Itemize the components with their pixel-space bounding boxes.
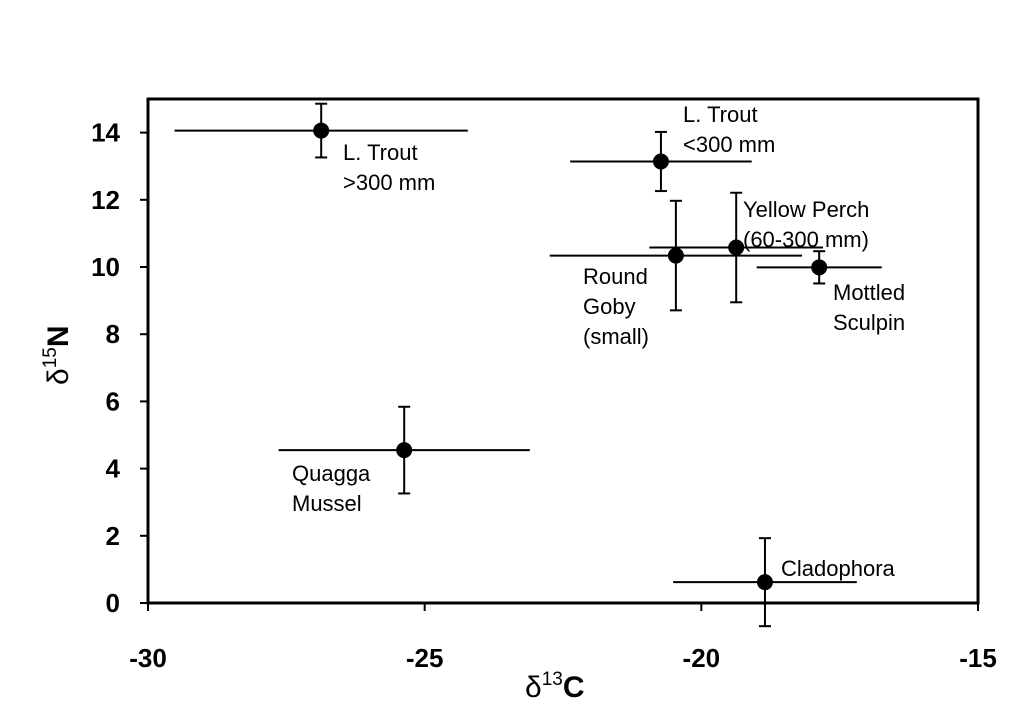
point-label: L. Trout [683, 102, 758, 127]
y-tick-label: 0 [106, 588, 120, 618]
point [811, 259, 828, 276]
xlabel-label-part: δ [525, 671, 542, 704]
y-tick-label: 6 [106, 386, 120, 416]
xlabel-axis-label: δ13C [525, 669, 585, 704]
x-tick-label: -15 [959, 643, 997, 673]
y-tick-label: 8 [106, 319, 120, 349]
xlabel-label-part: 13 [542, 669, 563, 690]
point-label: Quagga [292, 461, 371, 486]
point-label: Mussel [292, 491, 362, 516]
point-label: Goby [583, 294, 636, 319]
point-label: <300 mm [683, 132, 775, 157]
y-tick-label: 2 [106, 521, 120, 551]
x-tick-label: -25 [406, 643, 444, 673]
point [313, 122, 330, 139]
y-tick-label: 10 [91, 252, 120, 282]
point-label: Round [583, 264, 648, 289]
ylabel-axis-label: δ15N [40, 325, 75, 385]
point-label: >300 mm [343, 170, 435, 195]
point [728, 239, 745, 256]
ylabel-label-part: δ [42, 368, 75, 385]
ylabel-label-part: N [42, 325, 75, 347]
point-label: Cladophora [781, 556, 896, 581]
point-label: Yellow Perch [743, 197, 869, 222]
x-tick-label: -20 [683, 643, 721, 673]
xlabel-label-part: C [563, 671, 585, 704]
point [652, 153, 669, 170]
y-tick-label: 12 [91, 185, 120, 215]
point-label: (60-300 mm) [743, 227, 869, 252]
point [667, 247, 684, 264]
point [396, 442, 413, 459]
point [756, 574, 773, 591]
y-tick-label: 14 [91, 118, 120, 148]
point-label: L. Trout [343, 140, 418, 165]
point-label: Mottled [833, 280, 905, 305]
point-label: Sculpin [833, 310, 905, 335]
point-label: (small) [583, 324, 649, 349]
plot-frame [146, 97, 980, 605]
y-tick-label: 4 [106, 454, 121, 484]
x-tick-label: -30 [129, 643, 167, 673]
ylabel-label-part: 15 [40, 347, 61, 368]
